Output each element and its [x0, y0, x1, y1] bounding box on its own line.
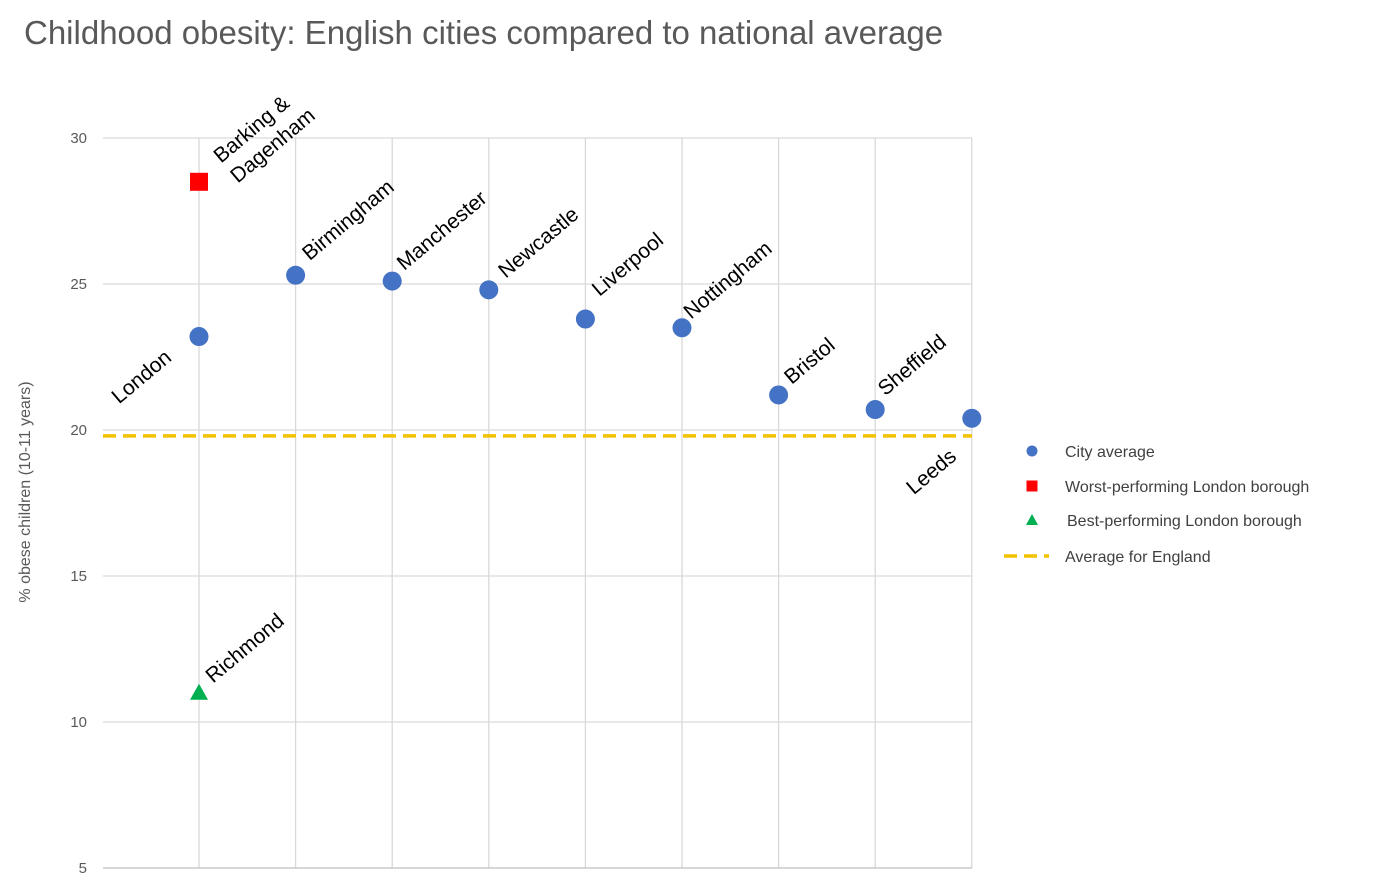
- city-average-marker: [672, 318, 692, 338]
- y-tick-label: 20: [70, 422, 87, 439]
- legend-circle-icon: [1026, 445, 1038, 457]
- legend-entry-label: Best-performing London borough: [1067, 513, 1302, 530]
- city-average-marker: [286, 265, 306, 285]
- y-axis-label: % obese children (10-11 years): [17, 381, 34, 602]
- city-average-marker: [189, 327, 209, 347]
- y-tick-label: 15: [70, 568, 87, 585]
- legend-entry-label: Average for England: [1065, 549, 1211, 566]
- city-average-marker: [865, 400, 885, 420]
- vertical-gridlines: [198, 138, 973, 868]
- y-tick-label: 25: [70, 276, 87, 293]
- y-tick-label: 10: [70, 714, 87, 731]
- legend: City average Worst-performing London boro…: [1004, 444, 1309, 566]
- point-label: Nottingham: [679, 237, 776, 324]
- legend-entry-label: City average: [1065, 444, 1155, 461]
- chart-title: Childhood obesity: English cities compar…: [24, 14, 944, 51]
- data-markers: [189, 172, 982, 700]
- point-label: Liverpool: [588, 228, 668, 300]
- worst-borough-marker: [190, 172, 208, 191]
- city-average-marker: [382, 271, 402, 291]
- point-label: Newcastle: [494, 203, 583, 283]
- point-label: Bristol: [780, 334, 839, 389]
- city-average-marker: [479, 280, 499, 300]
- best-borough-marker: [190, 683, 208, 700]
- y-tick-label: 5: [79, 860, 87, 877]
- y-axis-ticks: 5 10 15 20 25 30: [70, 130, 87, 877]
- legend-triangle-icon: [1026, 514, 1038, 525]
- legend-entry-label: Worst-performing London borough: [1065, 479, 1309, 496]
- horizontal-gridlines: [103, 137, 972, 869]
- point-label: Birmingham: [298, 175, 399, 265]
- point-label: Richmond: [201, 609, 288, 687]
- point-label: Manchester: [393, 187, 492, 275]
- y-tick-label: 30: [70, 130, 87, 147]
- point-label: London: [107, 346, 175, 409]
- city-average-marker: [769, 385, 789, 405]
- point-label: Barking &Dagenham: [209, 84, 319, 188]
- point-label: Sheffield: [874, 330, 951, 400]
- city-average-marker: [962, 408, 982, 428]
- point-label: Leeds: [902, 445, 961, 499]
- legend-square-icon: [1026, 480, 1038, 492]
- city-average-marker: [575, 309, 595, 329]
